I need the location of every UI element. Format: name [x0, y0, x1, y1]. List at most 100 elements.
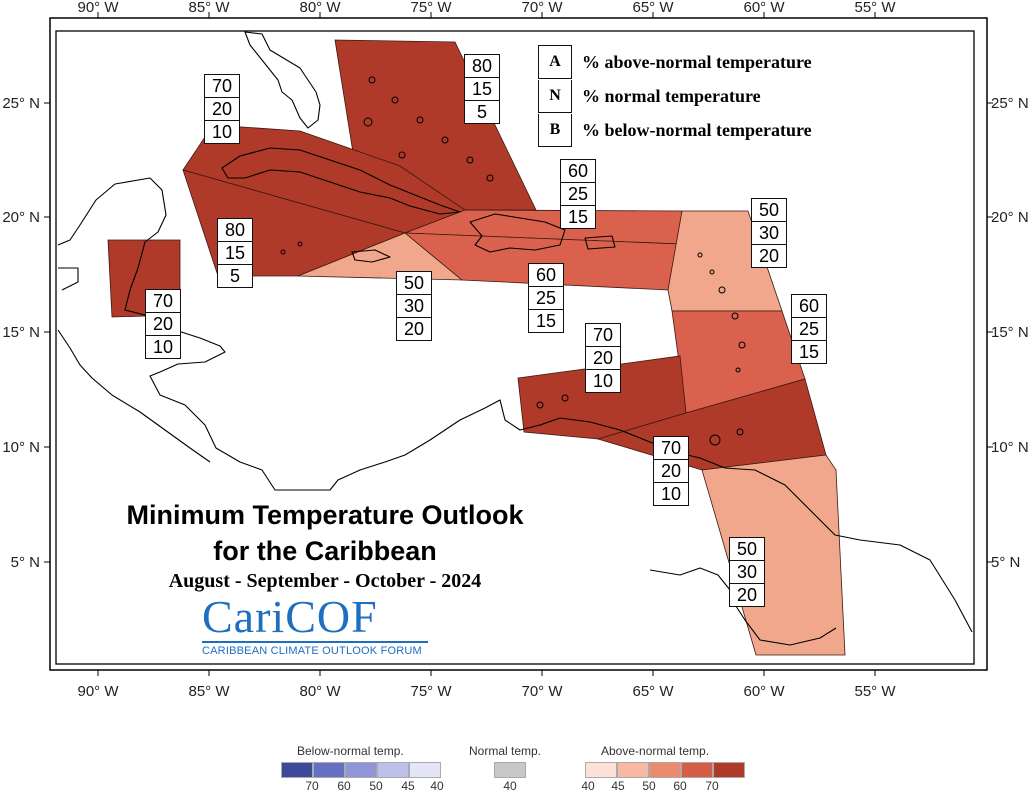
tick-label: 5° N: [11, 554, 40, 571]
prob-above: 70: [211, 76, 233, 96]
prob-below: 15: [529, 309, 563, 332]
prob-normal: 20: [586, 346, 620, 369]
prob-box-belize: 70 20 10: [145, 289, 181, 359]
prob-below: 10: [205, 120, 239, 143]
prob-above: 60: [798, 296, 820, 316]
tick-label: 80° W: [299, 0, 341, 16]
prob-above: 70: [660, 438, 682, 458]
prob-below: 20: [397, 317, 431, 340]
caricof-logo: CariCOF: [202, 591, 378, 642]
prob-above: 70: [592, 325, 614, 345]
bottom-longitude-labels: 90° W 85° W 80° W 75° W 70° W 65° W 60° …: [77, 683, 896, 700]
tick-label: 15° N: [991, 324, 1029, 341]
tick-label: 10° N: [991, 439, 1029, 456]
tick-label: 20° N: [2, 209, 40, 226]
tick-label: 90° W: [77, 0, 119, 16]
prob-above: 50: [736, 539, 758, 559]
colorbar-above-title: Above-normal temp.: [601, 744, 710, 758]
legend-key-letter: B: [538, 113, 572, 147]
colorbar-swatch: [617, 762, 649, 778]
tick-label: 75° W: [410, 0, 452, 16]
colorbar-tick: 50: [369, 779, 383, 793]
legend-key-row: B % below-normal temperature: [538, 113, 812, 147]
prob-normal: 15: [465, 77, 499, 100]
colorbar-tick: 50: [642, 779, 656, 793]
tick-label: 15° N: [2, 324, 40, 341]
tick-label: 80° W: [299, 683, 341, 700]
colorbar-tick: 45: [401, 779, 415, 793]
prob-normal: 25: [561, 182, 595, 205]
map-period: August - September - October - 2024: [168, 570, 482, 592]
colorbar-swatch: [649, 762, 681, 778]
left-latitude-labels: 25° N 20° N 15° N 10° N 5° N: [2, 95, 40, 571]
prob-normal: 30: [730, 560, 764, 583]
prob-below: 10: [654, 482, 688, 505]
prob-box-abc-islands: 70 20 10: [585, 323, 621, 393]
prob-box-guianas: 50 30 20: [729, 537, 765, 607]
tick-label: 10° N: [2, 439, 40, 456]
prob-below: 20: [752, 244, 786, 267]
prob-above: 70: [152, 291, 174, 311]
colorbar-tick: 70: [705, 779, 719, 793]
prob-below: 5: [465, 100, 499, 123]
colorbar-normal-title: Normal temp.: [469, 744, 542, 758]
tick-label: 85° W: [188, 683, 230, 700]
tick-label: 65° W: [632, 0, 674, 16]
prob-below: 15: [561, 205, 595, 228]
tick-label: 55° W: [854, 683, 896, 700]
axis-ticks: [44, 12, 993, 676]
tick-label: 65° W: [632, 683, 674, 700]
top-longitude-labels: 90° W 85° W 80° W 75° W 70° W 65° W 60° …: [77, 0, 896, 16]
tick-label: 20° N: [991, 209, 1029, 226]
colorbar-swatch: [713, 762, 745, 778]
tick-label: 25° N: [991, 95, 1029, 112]
tick-label: 70° W: [521, 0, 563, 16]
prob-below: 10: [586, 369, 620, 392]
legend-key-text: % above-normal temperature: [582, 51, 812, 72]
islands: [280, 76, 746, 446]
colorbar-tick: 40: [430, 779, 444, 793]
prob-box-greater-antilles-south: 60 25 15: [528, 263, 564, 333]
prob-above: 60: [567, 161, 589, 181]
prob-normal: 15: [218, 241, 252, 264]
prob-box-windward: 60 25 15: [791, 294, 827, 364]
map-title-line2: for the Caribbean: [213, 536, 437, 566]
prob-normal: 20: [654, 459, 688, 482]
colorbar-swatch: [377, 762, 409, 778]
prob-box-leeward: 50 30 20: [751, 198, 787, 268]
tick-label: 5° N: [991, 554, 1020, 571]
prob-below: 10: [146, 335, 180, 358]
prob-normal: 30: [397, 294, 431, 317]
coastlines: [57, 31, 973, 646]
legend-key-text: % below-normal temperature: [582, 119, 812, 140]
forecast-regions: [107, 39, 846, 656]
prob-normal: 20: [205, 97, 239, 120]
colorbar-tick: 45: [611, 779, 625, 793]
colorbar-swatch: [585, 762, 617, 778]
prob-above: 50: [403, 273, 425, 293]
tick-label: 90° W: [77, 683, 119, 700]
colorbar-tick: 70: [305, 779, 319, 793]
prob-above: 60: [535, 265, 557, 285]
map-outer-frame: [49, 17, 988, 671]
prob-above: 80: [471, 56, 493, 76]
tick-label: 60° W: [743, 683, 785, 700]
colorbar-tick: 60: [337, 779, 351, 793]
prob-box-cayman: 80 15 5: [217, 218, 253, 288]
colorbar-tick: 40: [503, 779, 517, 793]
legend-key-row: A % above-normal temperature: [538, 45, 812, 79]
right-latitude-labels: 25° N 20° N 15° N 10° N 5° N: [991, 95, 1029, 571]
prob-below: 15: [792, 340, 826, 363]
prob-above: 50: [758, 200, 780, 220]
tick-label: 75° W: [410, 683, 452, 700]
tick-label: 60° W: [743, 0, 785, 16]
prob-above: 80: [224, 220, 246, 240]
colorbar-tick: 60: [673, 779, 687, 793]
colorbar-swatch: [494, 762, 526, 778]
prob-normal: 25: [792, 317, 826, 340]
prob-normal: 30: [752, 221, 786, 244]
tick-label: 55° W: [854, 0, 896, 16]
prob-box-greater-antilles-north: 60 25 15: [560, 159, 596, 229]
map-title-line1: Minimum Temperature Outlook: [126, 500, 524, 530]
